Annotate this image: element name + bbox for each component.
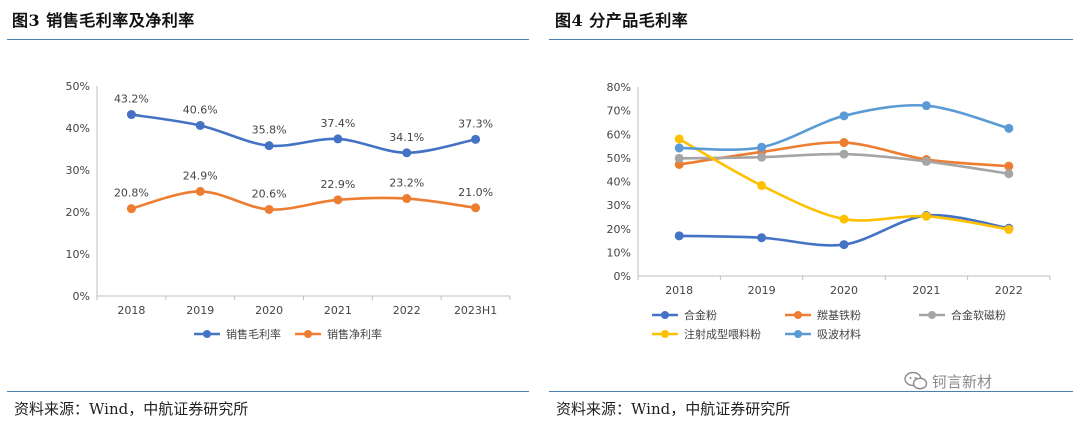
x-tick-label: 2021 bbox=[912, 284, 940, 297]
data-point bbox=[757, 181, 767, 191]
data-point bbox=[402, 194, 412, 204]
data-label: 21.0% bbox=[458, 186, 493, 199]
data-point bbox=[757, 152, 767, 162]
left-source-rule bbox=[7, 391, 529, 392]
y-tick-label: 40% bbox=[607, 176, 631, 189]
left-figure-title: 图3 销售毛利率及净利率 bbox=[12, 11, 195, 30]
data-point bbox=[333, 134, 343, 144]
left-source-note: 资料来源：Wind，中航证券研究所 bbox=[14, 400, 249, 418]
data-point bbox=[674, 143, 684, 153]
data-label: 22.9% bbox=[320, 178, 355, 191]
y-tick-label: 0% bbox=[73, 290, 90, 303]
data-point bbox=[264, 204, 274, 214]
watermark: 钶言新材 bbox=[904, 370, 992, 392]
right-chart: 0% 10% 20% 30% 40% 50% 60% 70% 80% 2018 2019 2020 20… bbox=[607, 81, 1051, 341]
data-point bbox=[674, 231, 684, 241]
legend-label: 合金软磁粉 bbox=[951, 308, 1006, 322]
data-point bbox=[264, 141, 274, 151]
data-point bbox=[757, 233, 767, 243]
y-tick-label: 30% bbox=[66, 164, 90, 177]
data-point bbox=[839, 240, 849, 250]
data-point bbox=[195, 120, 205, 130]
y-tick-label: 70% bbox=[607, 105, 631, 118]
y-tick-label: 40% bbox=[66, 122, 90, 135]
data-point bbox=[921, 156, 931, 166]
data-point bbox=[921, 211, 931, 221]
legend-swatch-marker bbox=[304, 330, 312, 338]
data-point bbox=[674, 153, 684, 163]
data-point bbox=[839, 149, 849, 159]
data-label: 35.8% bbox=[252, 124, 287, 137]
data-point bbox=[839, 214, 849, 224]
data-point bbox=[1004, 123, 1014, 133]
data-label: 20.8% bbox=[114, 187, 149, 200]
y-tick-label: 10% bbox=[66, 248, 90, 261]
legend-swatch-marker bbox=[203, 330, 211, 338]
data-label: 34.1% bbox=[389, 131, 424, 144]
legend-label: 合金粉 bbox=[684, 308, 717, 322]
legend-swatch-marker bbox=[794, 330, 802, 338]
data-label: 23.2% bbox=[389, 177, 424, 190]
data-point bbox=[126, 204, 136, 214]
watermark-text: 钶言新材 bbox=[932, 372, 993, 391]
y-tick-label: 30% bbox=[607, 199, 631, 212]
series-line-2 bbox=[130, 190, 477, 211]
y-tick-label: 20% bbox=[607, 223, 631, 236]
y-tick-label: 60% bbox=[607, 128, 631, 141]
data-point bbox=[402, 148, 412, 158]
legend-label: 销售毛利率 bbox=[226, 327, 281, 341]
y-tick-label: 50% bbox=[607, 152, 631, 165]
right-source-rule bbox=[549, 391, 1073, 392]
data-point bbox=[839, 138, 849, 148]
legend-label: 吸波材料 bbox=[817, 327, 861, 341]
data-point bbox=[1004, 169, 1014, 179]
data-point bbox=[195, 186, 205, 196]
data-point bbox=[757, 142, 767, 152]
data-point bbox=[471, 134, 481, 144]
x-tick-label: 2022 bbox=[393, 304, 421, 317]
data-point bbox=[471, 203, 481, 213]
x-tick-label: 2019 bbox=[186, 304, 214, 317]
data-point bbox=[333, 195, 343, 205]
data-label: 37.4% bbox=[320, 117, 355, 130]
data-label: 40.6% bbox=[183, 103, 218, 116]
data-point bbox=[674, 134, 684, 144]
right-figure-title: 图4 分产品毛利率 bbox=[555, 11, 689, 30]
x-tick-label: 2020 bbox=[830, 284, 858, 297]
x-tick-label: 2020 bbox=[255, 304, 283, 317]
x-tick-label: 2019 bbox=[748, 284, 776, 297]
left-chart: 0% 10% 20% 30% 40% 50% 2018 2019 2020 2021 2022 202… bbox=[66, 80, 511, 341]
data-point bbox=[921, 101, 931, 111]
x-tick-label: 2018 bbox=[117, 304, 145, 317]
y-tick-label: 50% bbox=[66, 80, 90, 93]
y-tick-label: 0% bbox=[614, 270, 631, 283]
legend-swatch-marker bbox=[661, 311, 669, 319]
legend-swatch-marker bbox=[928, 311, 936, 319]
data-point bbox=[839, 111, 849, 121]
legend-swatch-marker bbox=[794, 311, 802, 319]
y-tick-label: 80% bbox=[607, 81, 631, 94]
right-title-rule bbox=[549, 39, 1073, 40]
data-label: 37.3% bbox=[458, 117, 493, 130]
x-tick-label: 2018 bbox=[665, 284, 693, 297]
left-title-rule bbox=[7, 39, 529, 40]
y-tick-label: 10% bbox=[607, 246, 631, 259]
legend-label: 羰基铁粉 bbox=[817, 308, 861, 322]
data-label: 24.9% bbox=[183, 169, 218, 182]
x-tick-label: 2023H1 bbox=[454, 304, 497, 317]
data-label: 20.6% bbox=[252, 187, 287, 200]
series-line-1 bbox=[130, 113, 477, 155]
y-tick-label: 20% bbox=[66, 206, 90, 219]
right-source-note: 资料来源：Wind，中航证券研究所 bbox=[556, 400, 791, 418]
data-point bbox=[1004, 161, 1014, 171]
legend-label: 注射成型喂料粉 bbox=[684, 327, 761, 341]
legend-label: 销售净利率 bbox=[327, 327, 382, 341]
x-tick-label: 2021 bbox=[324, 304, 352, 317]
legend-swatch-marker bbox=[661, 330, 669, 338]
data-label: 43.2% bbox=[114, 93, 149, 106]
data-point bbox=[126, 110, 136, 120]
x-tick-label: 2022 bbox=[995, 284, 1023, 297]
wechat-icon bbox=[904, 371, 928, 390]
data-point bbox=[1004, 224, 1014, 234]
